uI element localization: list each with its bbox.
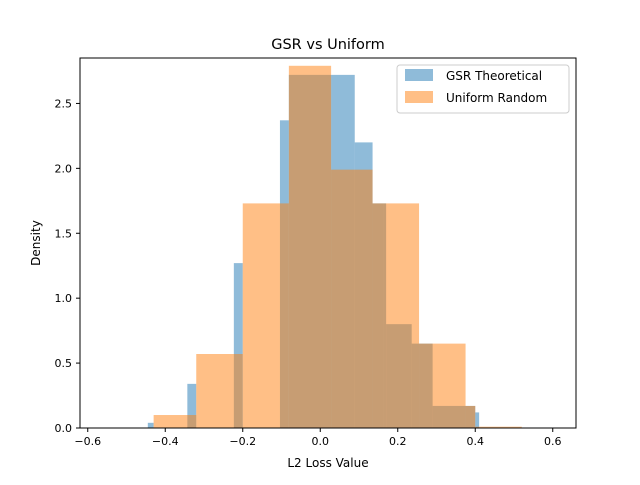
bar-series1-5 — [372, 203, 420, 428]
y-tick-label: 0.5 — [55, 357, 73, 370]
bar-series0-1 — [187, 383, 197, 428]
x-tick-label: 0.2 — [389, 435, 407, 448]
bar-series1-1 — [196, 354, 243, 428]
bar-series1-0 — [153, 415, 197, 428]
bar-series0-0 — [147, 422, 154, 428]
bar-series1-2 — [242, 203, 289, 428]
bar-series1-6 — [419, 343, 466, 428]
x-tick-label: 0.4 — [467, 435, 485, 448]
y-axis-label: Density — [29, 220, 43, 266]
y-tick-label: 1.0 — [55, 292, 73, 305]
x-tick-label: 0.0 — [312, 435, 330, 448]
y-tick-label: 1.5 — [55, 227, 73, 240]
x-axis-label: L2 Loss Value — [287, 456, 368, 470]
x-tick-label: −0.6 — [74, 435, 101, 448]
bar-series1-7 — [465, 405, 476, 428]
x-tick-label: −0.2 — [229, 435, 256, 448]
legend-label-gsr: GSR Theoretical — [446, 69, 542, 83]
x-tick-label: 0.6 — [544, 435, 562, 448]
bars-layer — [147, 65, 522, 428]
y-tick-label: 0.0 — [55, 422, 73, 435]
chart-title: GSR vs Uniform — [271, 37, 385, 53]
legend-swatch-uniform — [405, 91, 433, 103]
bar-series1-8 — [475, 426, 522, 428]
x-tick-label: −0.4 — [152, 435, 179, 448]
legend-box — [396, 64, 570, 114]
legend-label-uniform: Uniform Random — [446, 91, 547, 105]
bar-series1-3 — [288, 65, 332, 428]
legend-swatch-gsr — [405, 69, 433, 81]
series-1 — [153, 65, 522, 428]
y-tick-label: 2.0 — [55, 162, 73, 175]
legend: GSR Theoretical Uniform Random — [396, 64, 570, 114]
x-axis-ticks: −0.6 −0.4 −0.2 0.0 0.2 0.4 0.6 — [74, 428, 562, 448]
bar-series0-13 — [475, 412, 480, 428]
plot-frame — [79, 57, 577, 429]
y-axis-ticks: 0.0 0.5 1.0 1.5 2.0 2.5 — [55, 97, 80, 435]
y-tick-label: 2.5 — [55, 97, 73, 110]
bar-series0-2 — [233, 263, 243, 428]
bar-series1-4 — [331, 169, 373, 428]
